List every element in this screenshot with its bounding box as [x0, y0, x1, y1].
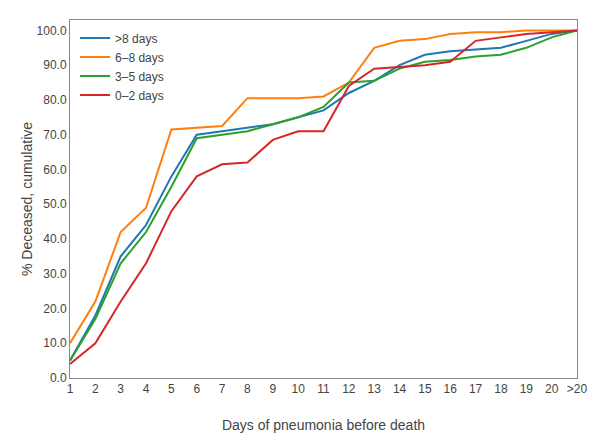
svg-text:7: 7	[219, 382, 226, 396]
svg-text:40.0: 40.0	[43, 232, 67, 246]
svg-text:13: 13	[368, 382, 382, 396]
svg-text:8: 8	[244, 382, 251, 396]
svg-text:12: 12	[342, 382, 356, 396]
svg-text:0–2 days: 0–2 days	[115, 89, 164, 103]
svg-text:16: 16	[444, 382, 458, 396]
svg-text:3: 3	[117, 382, 124, 396]
svg-text:90.0: 90.0	[43, 58, 67, 72]
svg-text:60.0: 60.0	[43, 163, 67, 177]
svg-text:100.0: 100.0	[37, 24, 67, 38]
svg-text:1: 1	[67, 382, 74, 396]
svg-text:70.0: 70.0	[43, 128, 67, 142]
svg-text:% Deceased, cumulative: % Deceased, cumulative	[19, 122, 35, 276]
svg-text:5: 5	[168, 382, 175, 396]
svg-text:0.0: 0.0	[50, 371, 67, 385]
svg-text:17: 17	[469, 382, 483, 396]
svg-text:10: 10	[291, 382, 305, 396]
svg-text:6: 6	[193, 382, 200, 396]
svg-text:9: 9	[269, 382, 276, 396]
svg-text:14: 14	[393, 382, 407, 396]
svg-text:15: 15	[418, 382, 432, 396]
svg-text:20.0: 20.0	[43, 302, 67, 316]
svg-text:>8 days: >8 days	[115, 32, 157, 46]
svg-text:80.0: 80.0	[43, 93, 67, 107]
svg-text:>20: >20	[567, 382, 588, 396]
svg-text:3–5 days: 3–5 days	[115, 70, 164, 84]
svg-text:6–8 days: 6–8 days	[115, 51, 164, 65]
svg-text:Days of pneumonia before death: Days of pneumonia before death	[222, 417, 425, 433]
svg-text:30.0: 30.0	[43, 267, 67, 281]
svg-text:4: 4	[143, 382, 150, 396]
svg-text:18: 18	[494, 382, 508, 396]
svg-text:19: 19	[520, 382, 534, 396]
svg-text:11: 11	[317, 382, 330, 396]
svg-text:50.0: 50.0	[43, 197, 67, 211]
svg-text:20: 20	[545, 382, 559, 396]
svg-text:10.0: 10.0	[43, 336, 67, 350]
svg-text:2: 2	[92, 382, 99, 396]
